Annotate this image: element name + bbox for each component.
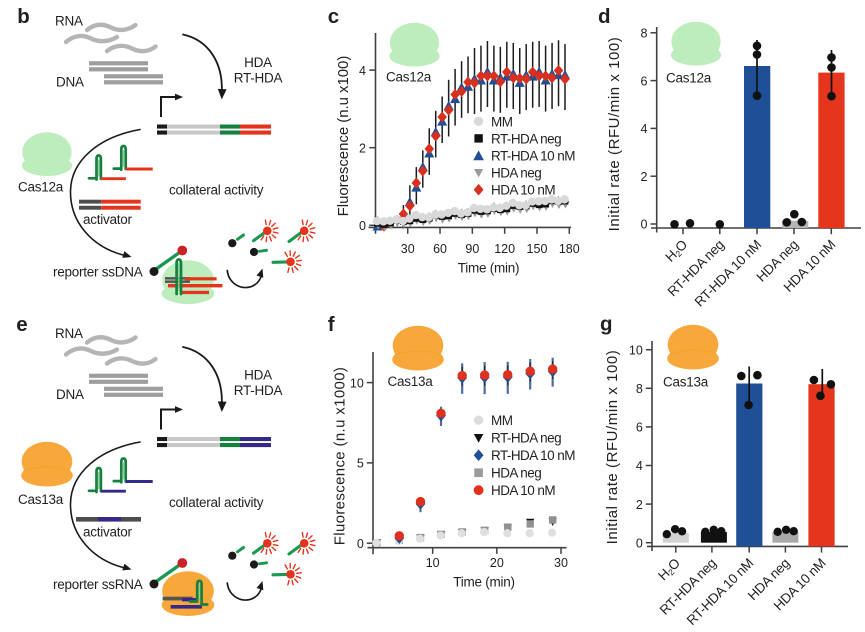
svg-text:Cas12a: Cas12a	[666, 71, 712, 86]
svg-text:Cas12a: Cas12a	[18, 180, 64, 195]
svg-text:150: 150	[527, 242, 548, 256]
svg-text:collateral activity: collateral activity	[169, 183, 264, 198]
svg-text:20: 20	[490, 556, 504, 570]
svg-text:c: c	[328, 5, 339, 28]
svg-text:Fluorescence (n.u x1000): Fluorescence (n.u x1000)	[332, 367, 349, 546]
svg-text:10: 10	[350, 376, 364, 390]
svg-text:DNA: DNA	[56, 75, 84, 90]
svg-text:activator: activator	[83, 525, 133, 540]
svg-text:30: 30	[554, 556, 568, 570]
svg-text:5: 5	[357, 457, 364, 471]
svg-text:4: 4	[359, 64, 366, 78]
svg-text:2: 2	[636, 498, 643, 512]
svg-text:0: 0	[359, 219, 366, 233]
svg-text:0: 0	[636, 536, 643, 550]
svg-text:Cas12a: Cas12a	[386, 70, 432, 85]
svg-text:Fluorescence (n.u x100): Fluorescence (n.u x100)	[335, 56, 352, 217]
svg-text:60: 60	[433, 242, 447, 256]
svg-text:RT-HDA neg: RT-HDA neg	[491, 131, 561, 146]
svg-text:30: 30	[401, 242, 415, 256]
svg-text:reporter ssDNA: reporter ssDNA	[53, 265, 143, 280]
svg-text:HDA: HDA	[244, 55, 272, 70]
svg-text:Cas13a: Cas13a	[388, 374, 434, 389]
svg-text:HDA: HDA	[244, 368, 272, 383]
svg-text:f: f	[328, 313, 335, 336]
svg-text:reporter ssRNA: reporter ssRNA	[53, 577, 143, 592]
svg-text:HDA 10 nM: HDA 10 nM	[491, 483, 555, 498]
svg-text:RT-HDA 10 nM: RT-HDA 10 nM	[491, 149, 575, 164]
svg-text:MM: MM	[491, 114, 513, 129]
svg-text:120: 120	[494, 242, 515, 256]
svg-text:collateral activity: collateral activity	[169, 495, 264, 510]
svg-text:DNA: DNA	[56, 387, 84, 402]
svg-text:4: 4	[641, 122, 648, 136]
svg-text:10: 10	[629, 343, 643, 357]
svg-text:Initial rate (RFU/min x 100): Initial rate (RFU/min x 100)	[604, 350, 621, 545]
svg-text:e: e	[16, 313, 27, 336]
svg-text:RT-HDA: RT-HDA	[234, 71, 283, 86]
svg-text:RT-HDA 10 nM: RT-HDA 10 nM	[491, 448, 575, 463]
svg-text:4: 4	[636, 459, 643, 473]
svg-text:RT-HDA: RT-HDA	[234, 383, 283, 398]
svg-text:Time (min): Time (min)	[458, 260, 520, 275]
svg-text:2: 2	[359, 141, 366, 155]
svg-text:activator: activator	[83, 212, 133, 227]
svg-text:Time (min): Time (min)	[453, 574, 515, 589]
svg-text:HDA neg: HDA neg	[491, 166, 541, 181]
svg-text:6: 6	[641, 74, 648, 88]
svg-text:Cas13a: Cas13a	[663, 375, 709, 390]
svg-text:0: 0	[357, 537, 364, 551]
svg-text:6: 6	[636, 421, 643, 435]
svg-text:2: 2	[641, 170, 648, 184]
svg-text:RNA: RNA	[55, 14, 83, 29]
svg-text:10: 10	[426, 556, 440, 570]
svg-text:8: 8	[641, 27, 648, 41]
svg-text:d: d	[598, 5, 611, 28]
svg-text:b: b	[17, 5, 30, 28]
svg-text:0: 0	[641, 218, 648, 232]
svg-text:Initial rate (RFU/min x 100): Initial rate (RFU/min x 100)	[606, 37, 623, 232]
svg-text:RNA: RNA	[55, 326, 83, 341]
svg-text:HDA 10 nM: HDA 10 nM	[491, 183, 555, 198]
svg-text:MM: MM	[491, 413, 513, 428]
svg-text:g: g	[600, 313, 613, 336]
svg-text:HDA neg: HDA neg	[491, 466, 541, 481]
svg-text:RT-HDA neg: RT-HDA neg	[491, 431, 561, 446]
svg-text:Cas13a: Cas13a	[18, 492, 64, 507]
svg-text:8: 8	[636, 382, 643, 396]
svg-text:90: 90	[465, 242, 479, 256]
svg-text:180: 180	[559, 242, 580, 256]
